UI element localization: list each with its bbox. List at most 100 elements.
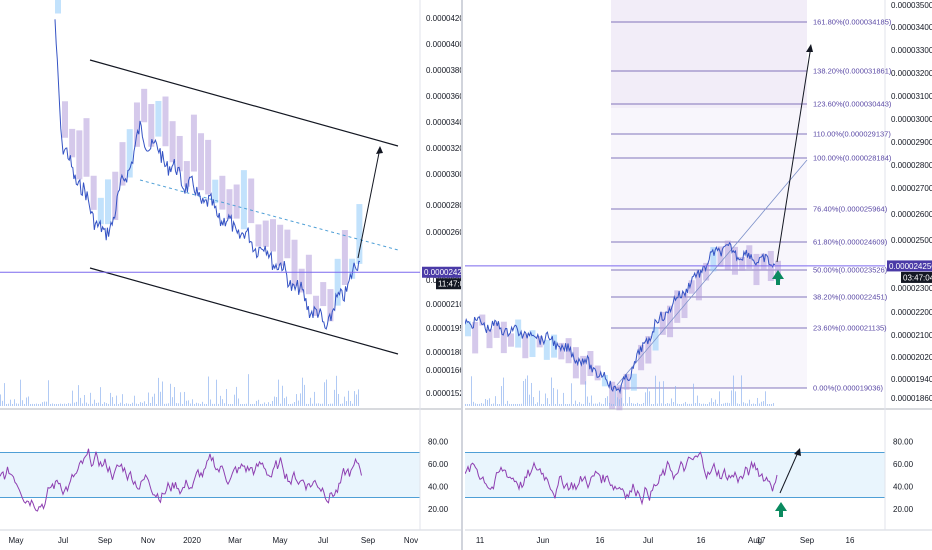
volume-bar: [507, 400, 508, 406]
volume-bar: [40, 403, 41, 406]
right-chart-svg[interactable]: 161.80%(0.000034185) 138.20%(0.000031861)…: [465, 0, 932, 550]
fib-level-label: 138.20%(0.000031861): [813, 67, 892, 76]
cloud-segment: [90, 175, 97, 210]
volume-bar: [286, 396, 287, 406]
volume-bar: [731, 390, 732, 406]
volume-bar: [186, 400, 187, 406]
cloud-segment: [298, 268, 305, 293]
price-axis-label: 0.00003400O: [426, 118, 463, 127]
volume-bar: [302, 377, 303, 406]
rsi-buy-signal-arrow-icon: [775, 502, 787, 517]
cloud-segment: [62, 101, 68, 138]
rsi-projection-arrow[interactable]: [779, 449, 800, 494]
time-axis[interactable]: May Jul Sep Nov 2020 Mar May Jul Sep Nov: [8, 536, 418, 545]
volume-bar: [176, 403, 177, 406]
channel-upper-line[interactable]: [89, 59, 399, 147]
volume-bar: [663, 381, 664, 406]
volume-bar: [184, 391, 185, 406]
projection-arrow[interactable]: [776, 45, 812, 263]
volume-bar: [206, 404, 207, 406]
left-chart-svg[interactable]: 0.00004200O 0.00004000O 0.00003800O 0.00003…: [0, 0, 463, 550]
time-axis-label: Sep: [98, 536, 113, 545]
volume-bar: [483, 403, 484, 406]
countdown-label: 03:47:04: [903, 273, 932, 282]
cloud-segment: [76, 130, 83, 180]
price-axis-label: 0.00002020O: [891, 353, 932, 362]
volume-bar: [535, 403, 536, 406]
volume-bar: [336, 375, 337, 406]
price-axis-label: 0.00001800O: [426, 348, 463, 357]
volume-bar: [571, 383, 572, 406]
channel-lower-line[interactable]: [89, 267, 399, 355]
volume-bar: [629, 396, 630, 406]
volume-bar: [234, 394, 235, 406]
volume-bar: [715, 399, 716, 406]
volume-bar: [655, 375, 656, 406]
volume-bar: [348, 390, 349, 406]
volume-bar: [328, 404, 329, 406]
volume-bar: [232, 404, 233, 406]
volume-bar: [236, 386, 237, 406]
volume-bar: [527, 375, 528, 406]
volume-bar: [647, 387, 648, 406]
volume-bar: [679, 403, 680, 406]
cloud-segment: [667, 305, 674, 338]
rsi-axis[interactable]: 80.00 60.00 40.00 20.00: [428, 437, 449, 514]
volume-bar: [729, 403, 730, 406]
volume-bar: [765, 391, 766, 406]
volume-bar: [72, 390, 73, 406]
volume-bar: [200, 403, 201, 406]
volume-bar: [693, 383, 694, 406]
cloud-segment: [119, 142, 126, 186]
volume-bar: [661, 403, 662, 406]
cloud-segment: [262, 220, 269, 247]
volume-bar: [62, 403, 63, 406]
volume-bar: [218, 403, 219, 406]
volume-bar: [352, 403, 353, 406]
fibonacci-levels[interactable]: 161.80%(0.000034185) 138.20%(0.000031861)…: [611, 18, 892, 393]
rsi-axis-label: 40.00: [428, 482, 449, 491]
volume-bar: [190, 403, 191, 406]
volume-bar: [240, 404, 241, 406]
volume-bar: [575, 400, 576, 406]
rsi-axis[interactable]: 80.00 60.00 40.00 20.00: [893, 437, 914, 514]
volume-bar: [262, 403, 263, 406]
volume-bar: [737, 403, 738, 406]
volume-bar: [557, 389, 558, 406]
volume-bars: [0, 374, 359, 406]
volume-bar: [539, 390, 540, 406]
projection-arrow[interactable]: [357, 147, 381, 259]
price-axis[interactable]: 0.00003500O 0.00003400O 0.00003300O 0.00003…: [891, 1, 932, 403]
fib-trend-line[interactable]: [616, 159, 808, 386]
price-axis-label: 0.00001520O: [426, 389, 463, 398]
volume-bar: [288, 404, 289, 406]
volume-bar: [60, 403, 61, 406]
volume-bar: [725, 402, 726, 406]
price-axis[interactable]: 0.00004200O 0.00004000O 0.00003800O 0.00003…: [426, 14, 463, 398]
volume-bar: [274, 396, 275, 406]
volume-bar: [599, 402, 600, 406]
cloud-segment: [731, 246, 738, 275]
volume-bar: [28, 396, 29, 406]
volume-bar: [278, 379, 279, 406]
volume-bar: [98, 402, 99, 406]
left-chart-panel[interactable]: 0.00004200O 0.00004000O 0.00003800O 0.00003…: [0, 0, 463, 550]
cloud-segment: [112, 171, 119, 221]
projection-arrowhead: [806, 44, 813, 52]
volume-bar: [529, 394, 530, 406]
volume-bar: [340, 403, 341, 406]
right-chart-panel[interactable]: 161.80%(0.000034185) 138.20%(0.000031861)…: [465, 0, 932, 550]
time-axis-label: Jul: [643, 536, 653, 545]
channel-midline[interactable]: [139, 179, 399, 251]
volume-bar: [50, 403, 51, 406]
volume-bar: [767, 403, 768, 406]
volume-bar: [643, 402, 644, 406]
volume-bar: [14, 399, 15, 406]
volume-bar: [591, 395, 592, 406]
volume-bar: [316, 403, 317, 406]
volume-bar: [172, 397, 173, 406]
volume-bar: [477, 403, 478, 406]
rsi-axis-label: 60.00: [428, 460, 449, 469]
cloud-segment: [141, 88, 148, 123]
